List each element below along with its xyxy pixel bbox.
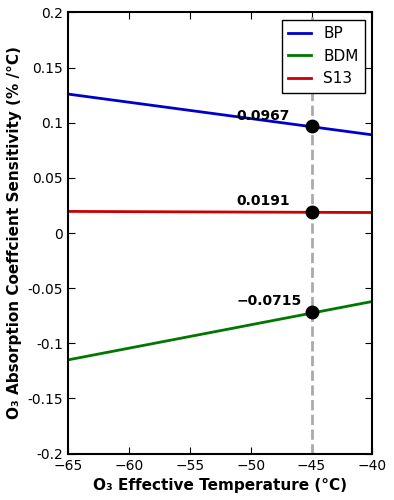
- Text: 0.0191: 0.0191: [236, 194, 290, 208]
- Y-axis label: O₃ Absorption Coeffcient Sensitivity (% /°C): O₃ Absorption Coeffcient Sensitivity (% …: [7, 46, 22, 420]
- X-axis label: O₃ Effective Temperature (°C): O₃ Effective Temperature (°C): [93, 478, 347, 493]
- Text: −0.0715: −0.0715: [236, 294, 301, 308]
- Legend: BP, BDM, S13: BP, BDM, S13: [282, 20, 365, 92]
- Text: 0.0967: 0.0967: [236, 109, 290, 123]
